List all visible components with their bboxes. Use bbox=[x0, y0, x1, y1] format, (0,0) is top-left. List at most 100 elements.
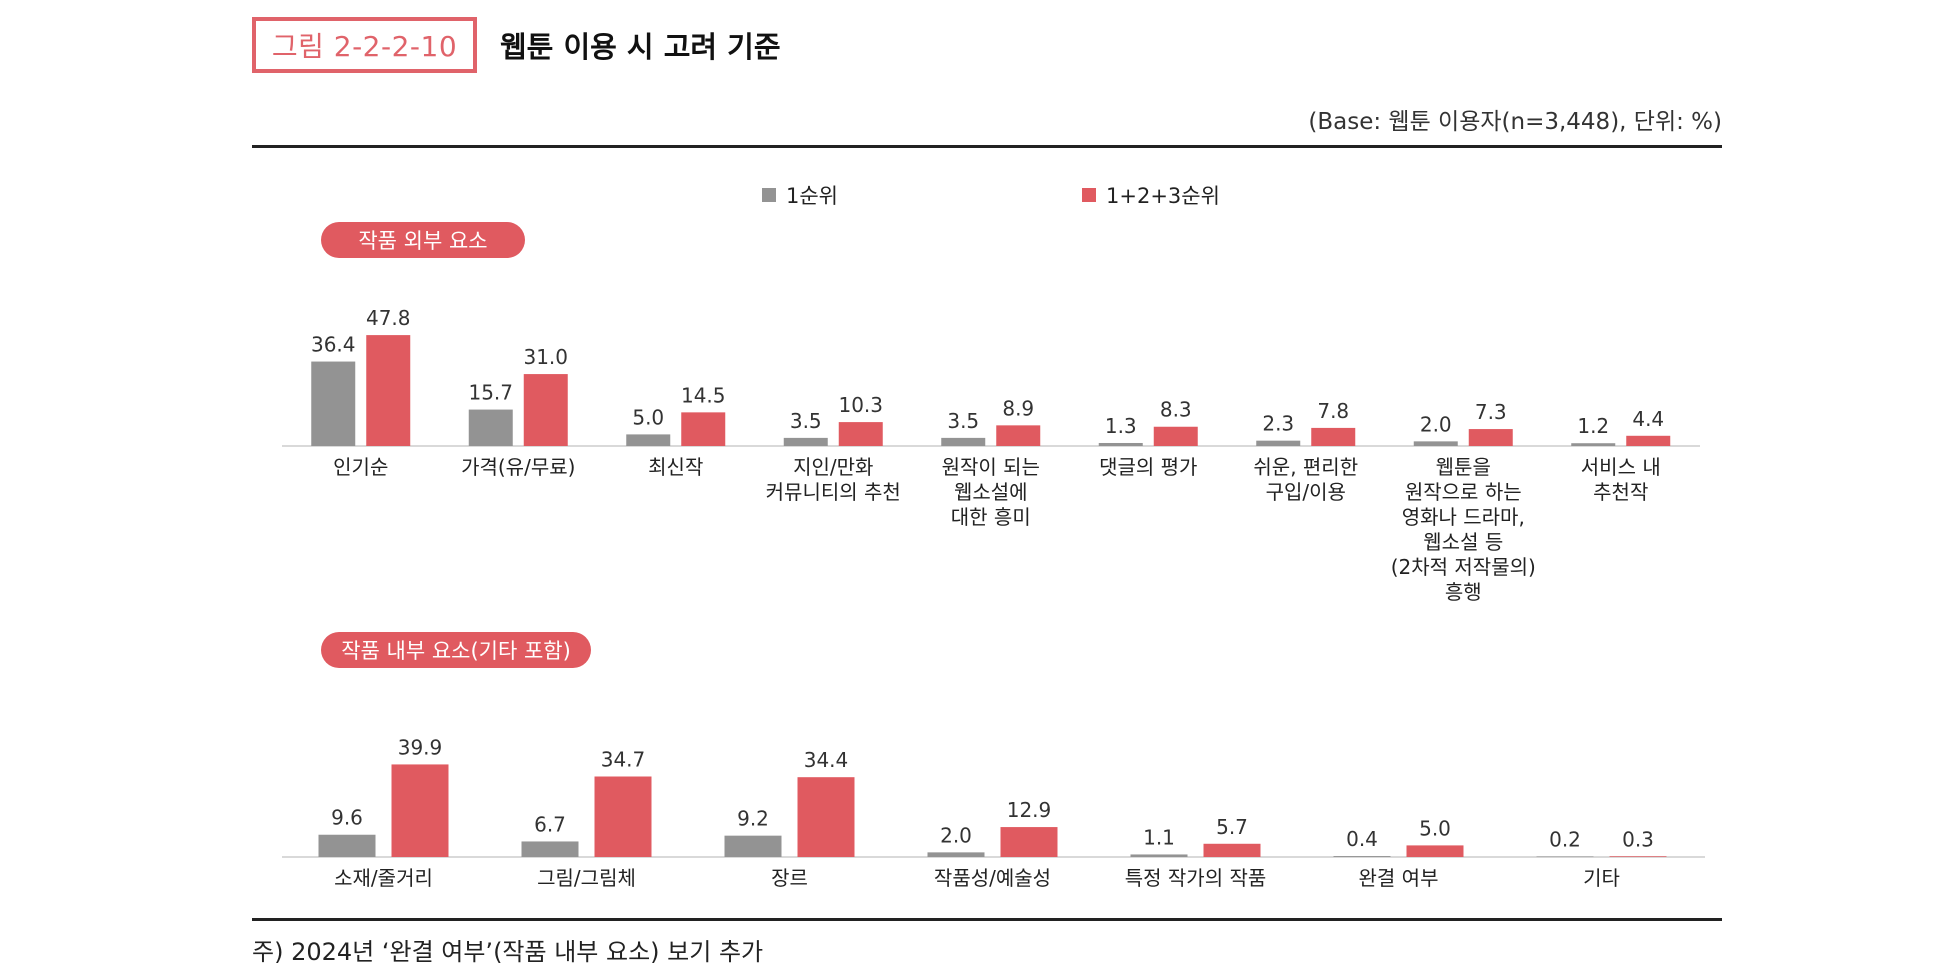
value-label-external-rank123: 7.8 bbox=[1317, 399, 1349, 423]
value-label-external-rank123: 47.8 bbox=[366, 306, 411, 330]
value-label-external-rank1: 15.7 bbox=[468, 381, 513, 405]
bar-external-rank1 bbox=[783, 437, 828, 446]
value-label-external-rank1: 2.0 bbox=[1420, 412, 1452, 436]
category-label-external: 쉬운, 편리한 bbox=[1253, 455, 1358, 479]
bar-internal-rank1 bbox=[318, 834, 376, 857]
legend-swatch-rank123 bbox=[1082, 188, 1096, 202]
value-label-external-rank1: 1.3 bbox=[1105, 414, 1137, 438]
bar-internal-rank1 bbox=[927, 852, 985, 857]
legend-label-rank123: 1+2+3순위 bbox=[1106, 184, 1220, 208]
footnote: 주) 2024년 ‘완결 여부’(작품 내부 요소) 보기 추가 bbox=[252, 938, 764, 966]
value-label-internal-rank1: 6.7 bbox=[534, 812, 566, 836]
category-label-external: 지인/만화 bbox=[793, 455, 873, 479]
value-label-external-rank1: 36.4 bbox=[311, 333, 356, 357]
section-pill-external: 작품 외부 요소 bbox=[321, 222, 525, 258]
value-label-internal-rank1: 2.0 bbox=[940, 823, 972, 847]
category-label-external: 구입/이용 bbox=[1266, 480, 1346, 504]
value-label-external-rank123: 4.4 bbox=[1632, 407, 1664, 431]
legend-swatch-rank1 bbox=[762, 188, 776, 202]
value-label-internal-rank1: 1.1 bbox=[1143, 825, 1175, 849]
value-label-external-rank1: 5.0 bbox=[632, 405, 664, 429]
bar-internal-rank1 bbox=[1536, 856, 1594, 858]
bar-external-rank1 bbox=[468, 409, 513, 446]
bar-external-rank1 bbox=[1413, 441, 1458, 446]
base-note: (Base: 웹툰 이용자(n=3,448), 단위: %) bbox=[1308, 109, 1722, 135]
legend-item-rank1: 1순위 bbox=[762, 180, 838, 210]
bar-external-rank1 bbox=[626, 434, 671, 446]
category-label-external: 영화나 드라마, bbox=[1402, 505, 1525, 529]
legend-label-rank1: 1순위 bbox=[786, 184, 839, 208]
value-label-internal-rank123: 34.4 bbox=[804, 748, 849, 772]
category-label-external: 추천작 bbox=[1593, 480, 1648, 504]
category-label-external: 최신작 bbox=[648, 455, 703, 479]
value-label-internal-rank123: 39.9 bbox=[398, 735, 443, 759]
category-label-external: (2차적 저작물의) bbox=[1391, 555, 1536, 579]
value-label-external-rank1: 3.5 bbox=[790, 409, 822, 433]
category-label-internal: 작품성/예술성 bbox=[934, 866, 1051, 890]
category-label-external: 서비스 내 bbox=[1581, 455, 1661, 479]
bar-external-rank1 bbox=[1098, 442, 1143, 446]
value-label-internal-rank123: 12.9 bbox=[1007, 798, 1052, 822]
bar-internal-rank123 bbox=[391, 764, 449, 857]
legend-item-rank123: 1+2+3순위 bbox=[1082, 180, 1220, 210]
value-label-internal-rank1: 9.6 bbox=[331, 806, 363, 830]
bar-internal-rank123 bbox=[1609, 856, 1667, 857]
value-label-external-rank123: 14.5 bbox=[681, 383, 726, 407]
value-label-external-rank1: 2.3 bbox=[1262, 412, 1294, 436]
bar-external-rank123 bbox=[523, 374, 568, 446]
bar-internal-rank1 bbox=[724, 835, 782, 857]
category-label-external: 원작이 되는 bbox=[942, 455, 1040, 479]
value-label-external-rank1: 3.5 bbox=[947, 409, 979, 433]
bar-external-rank123 bbox=[1626, 435, 1671, 446]
category-label-internal: 특정 작가의 작품 bbox=[1125, 866, 1267, 890]
value-label-external-rank123: 31.0 bbox=[523, 345, 568, 369]
bar-internal-rank1 bbox=[521, 841, 579, 857]
bar-external-rank1 bbox=[311, 361, 356, 446]
section-pill-internal: 작품 내부 요소(기타 포함) bbox=[321, 632, 591, 668]
bar-internal-rank123 bbox=[797, 777, 855, 857]
bar-external-rank123 bbox=[1153, 426, 1198, 446]
category-label-external: 가격(유/무료) bbox=[461, 455, 575, 479]
value-label-internal-rank123: 0.3 bbox=[1622, 827, 1654, 851]
category-label-external: 웹툰을 bbox=[1436, 455, 1491, 479]
bar-external-rank1 bbox=[941, 437, 986, 446]
bar-internal-rank123 bbox=[1203, 843, 1261, 857]
bar-external-rank1 bbox=[1256, 440, 1301, 446]
value-label-internal-rank123: 34.7 bbox=[601, 747, 646, 771]
bar-external-rank123 bbox=[838, 422, 883, 446]
category-label-external: 커뮤니티의 추천 bbox=[766, 480, 901, 504]
figure-number-tag: 그림 2-2-2-10 bbox=[252, 17, 477, 73]
category-label-internal: 소재/줄거리 bbox=[334, 866, 433, 890]
category-label-external: 웹소설에 bbox=[954, 480, 1028, 504]
value-label-external-rank123: 8.3 bbox=[1160, 398, 1192, 422]
category-label-internal: 장르 bbox=[771, 866, 808, 890]
value-label-external-rank123: 10.3 bbox=[838, 393, 883, 417]
value-label-internal-rank1: 0.2 bbox=[1549, 828, 1581, 852]
bar-external-rank123 bbox=[996, 425, 1041, 446]
value-label-internal-rank1: 9.2 bbox=[737, 807, 769, 831]
value-label-internal-rank123: 5.7 bbox=[1216, 815, 1248, 839]
bar-external-rank123 bbox=[681, 412, 726, 446]
top-rule bbox=[252, 145, 1722, 148]
category-label-internal: 그림/그림체 bbox=[537, 866, 636, 890]
bar-external-rank1 bbox=[1571, 443, 1616, 446]
category-label-external: 인기순 bbox=[333, 455, 388, 479]
category-label-internal: 기타 bbox=[1583, 866, 1620, 890]
bar-internal-rank1 bbox=[1333, 856, 1391, 857]
bar-internal-rank123 bbox=[1406, 845, 1464, 857]
bar-external-rank123 bbox=[1468, 429, 1513, 446]
category-label-external: 댓글의 평가 bbox=[1099, 455, 1197, 479]
category-label-external: 원작으로 하는 bbox=[1405, 480, 1522, 504]
bar-external-rank123 bbox=[366, 335, 411, 446]
figure-title: 웹툰 이용 시 고려 기준 bbox=[500, 30, 781, 64]
category-label-external: 웹소설 등 bbox=[1423, 530, 1503, 554]
bar-external-rank123 bbox=[1311, 427, 1356, 446]
category-label-external: 흥행 bbox=[1445, 580, 1482, 604]
bar-internal-rank123 bbox=[1000, 827, 1058, 857]
bar-internal-rank123 bbox=[594, 776, 652, 857]
value-label-internal-rank1: 0.4 bbox=[1346, 827, 1378, 851]
value-label-external-rank123: 8.9 bbox=[1002, 396, 1034, 420]
category-label-internal: 완결 여부 bbox=[1359, 866, 1439, 890]
value-label-internal-rank123: 5.0 bbox=[1419, 816, 1451, 840]
